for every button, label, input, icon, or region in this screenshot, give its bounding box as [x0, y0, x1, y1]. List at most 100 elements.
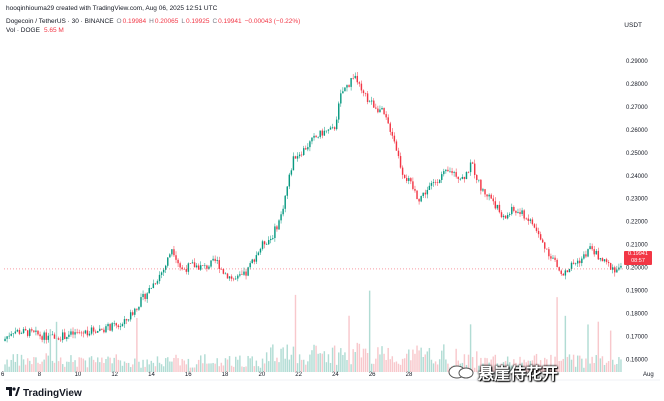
candle-body	[521, 210, 523, 215]
candle-body	[511, 206, 513, 215]
candle-body	[459, 178, 462, 180]
candle-body	[457, 176, 459, 179]
candle-body	[6, 336, 8, 339]
volume-bar	[414, 353, 416, 372]
high-value: 0.20065	[154, 18, 179, 25]
candle-body	[492, 198, 494, 202]
volume-bar	[202, 363, 204, 372]
volume-bar	[164, 358, 167, 372]
volume-bar	[340, 348, 342, 372]
candle-body	[473, 163, 476, 175]
volume-bar	[488, 362, 490, 372]
candle-body	[82, 332, 85, 334]
candle-body	[519, 212, 521, 215]
volume-bar	[144, 366, 146, 372]
candle-body	[385, 114, 387, 118]
candle-body	[574, 263, 577, 265]
candle-body	[267, 240, 270, 245]
price-tick-label: 0.16000	[626, 357, 648, 363]
volume-bar	[37, 362, 39, 372]
volume-bar	[171, 361, 173, 372]
candle-body	[589, 246, 591, 250]
candle-body	[138, 306, 140, 310]
candle-body	[430, 183, 433, 186]
candle-body	[587, 249, 589, 257]
candle-body	[218, 260, 220, 269]
candle-body	[158, 274, 161, 282]
volume-bar	[313, 344, 315, 372]
candle-body	[274, 226, 276, 239]
candle-body	[70, 331, 72, 335]
low-label: L	[181, 18, 185, 25]
candle-body	[607, 262, 610, 264]
candle-body	[76, 332, 78, 333]
volume-bar	[105, 359, 107, 372]
candle-body	[366, 93, 369, 102]
time-tick-label: 20	[259, 372, 266, 378]
candle-body	[14, 331, 17, 334]
volume-bar	[232, 366, 235, 372]
symbol-legend: Dogecoin / TetherUS · 30 · BINANCE O0.199…	[6, 18, 300, 25]
candle-body	[249, 263, 251, 268]
candle-body	[265, 244, 268, 245]
candle-body	[296, 156, 299, 159]
candle-body	[121, 324, 124, 327]
volume-bar	[358, 343, 361, 372]
volume-bar	[162, 366, 165, 372]
volume-bar	[195, 364, 198, 372]
volume-bar	[185, 364, 188, 372]
candle-body	[239, 274, 241, 276]
volume-bar	[348, 315, 350, 372]
volume-bar	[218, 366, 220, 372]
volume-bar	[362, 348, 365, 372]
volume-bar	[49, 329, 52, 372]
candle-body	[230, 276, 233, 279]
candle-body	[107, 324, 109, 327]
volume-bar	[53, 362, 56, 372]
tradingview-logo[interactable]: TradingView	[6, 386, 82, 400]
volume-bar	[45, 353, 47, 372]
candle-body	[33, 330, 35, 332]
volume-label: Vol · DOGE	[6, 27, 40, 34]
candle-body	[282, 208, 284, 215]
candle-body	[461, 176, 464, 179]
volume-bar	[270, 347, 272, 372]
candle-body	[375, 107, 377, 109]
volume-bar	[599, 358, 602, 372]
candle-body	[45, 332, 47, 340]
volume-bar	[6, 359, 8, 372]
candle-body	[550, 256, 552, 259]
volume-bar	[152, 362, 155, 372]
candle-body	[451, 171, 453, 173]
candle-body	[554, 257, 556, 260]
volume-bar	[311, 350, 313, 372]
candle-body	[422, 192, 424, 197]
time-tick-label: 18	[222, 372, 229, 378]
candle-body	[57, 338, 60, 340]
volume-bar	[247, 355, 249, 372]
logo-wordmark: TradingView	[23, 387, 82, 399]
candle-body	[327, 129, 330, 131]
candle-body	[26, 330, 29, 336]
candle-body	[191, 262, 194, 264]
volume-bar	[239, 355, 241, 372]
volume-bar	[127, 362, 130, 372]
candle-body	[37, 330, 39, 335]
candle-body	[391, 131, 394, 136]
volume-bar	[387, 347, 389, 372]
last-price-tag: 0.19941 08:57	[624, 251, 652, 265]
volume-bar	[389, 359, 391, 372]
volume-bar	[597, 321, 600, 372]
volume-bar	[226, 359, 229, 372]
candle-body	[482, 189, 484, 191]
volume-bar	[119, 360, 122, 372]
candle-body	[185, 269, 188, 272]
candle-body	[216, 260, 218, 261]
volume-bar	[370, 363, 373, 372]
candle-body	[408, 178, 410, 181]
volume-bar	[160, 364, 163, 372]
candle-body	[136, 308, 138, 310]
volume-bar	[537, 363, 540, 372]
candle-body	[132, 312, 134, 315]
